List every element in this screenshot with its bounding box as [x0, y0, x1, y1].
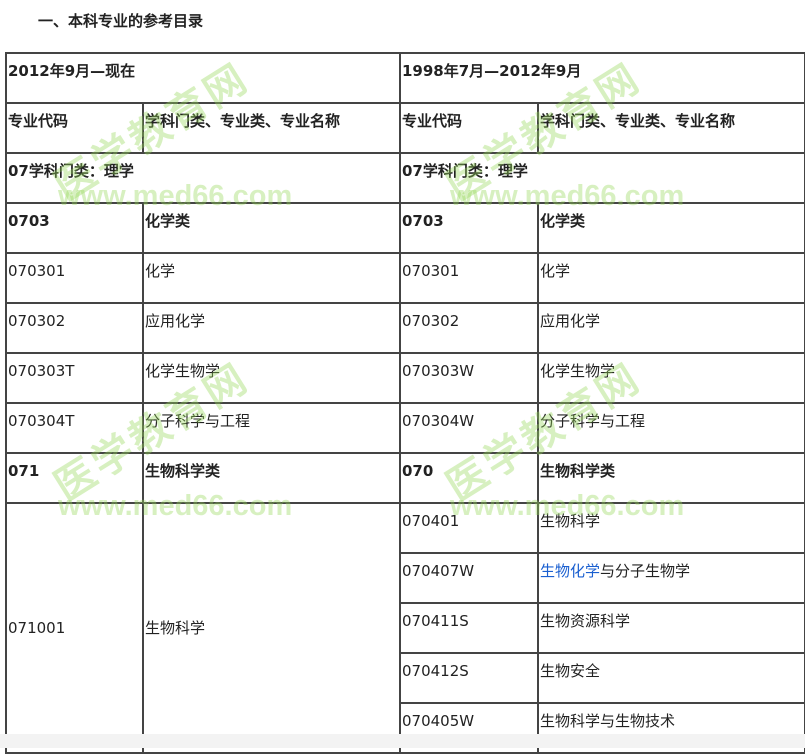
bio-code-right: 070411S	[399, 602, 539, 654]
name-cell: 生物科学类	[142, 452, 401, 504]
table-row: 070407W 生物化学与分子生物学	[6, 552, 805, 604]
bio-code-left: 071001	[5, 502, 144, 754]
section-title: 一、本科专业的参考目录	[38, 12, 204, 30]
name-cell: 生物科学类	[537, 452, 805, 504]
header-name-right: 学科门类、专业类、专业名称	[537, 102, 805, 154]
bio-code-right: 070407W	[399, 552, 539, 604]
table-row: 070304T 分子科学与工程 070304W 分子科学与工程	[5, 402, 805, 454]
code-cell: 070304W	[399, 402, 539, 454]
code-cell: 070302	[5, 302, 144, 354]
name-cell: 应用化学	[537, 302, 805, 354]
code-cell: 0703	[399, 202, 539, 254]
discipline-right: 07学科门类：理学	[399, 152, 805, 204]
page-bottom	[0, 734, 805, 748]
table-row: 070302 应用化学 070302 应用化学	[5, 302, 805, 354]
period-right: 1998年7月—2012年9月	[399, 52, 805, 104]
name-cell: 化学	[537, 252, 805, 304]
table-row: 070411S 生物资源科学	[6, 602, 805, 654]
discipline-left: 07学科门类：理学	[5, 152, 401, 204]
name-cell: 化学生物学	[537, 352, 805, 404]
name-cell: 化学生物学	[142, 352, 401, 404]
name-cell: 化学类	[142, 202, 401, 254]
code-cell: 070301	[399, 252, 539, 304]
header-name-left: 学科门类、专业类、专业名称	[142, 102, 401, 154]
major-catalog-table: 2012年9月—现在 1998年7月—2012年9月 专业代码 学科门类、专业类…	[5, 52, 805, 754]
header-code-left: 专业代码	[5, 102, 144, 154]
table-row: 070303T 化学生物学 070303W 化学生物学	[5, 352, 805, 404]
period-row: 2012年9月—现在 1998年7月—2012年9月	[5, 52, 805, 104]
code-cell: 070303T	[5, 352, 144, 404]
header-row: 专业代码 学科门类、专业类、专业名称 专业代码 学科门类、专业类、专业名称	[5, 102, 805, 154]
biochemistry-link[interactable]: 生物化学	[540, 562, 601, 580]
table-row: 070301 化学 070301 化学	[5, 252, 805, 304]
bio-code-right: 070401	[399, 502, 539, 554]
bio-name-right: 生物安全	[537, 652, 805, 704]
period-left: 2012年9月—现在	[5, 52, 401, 104]
code-cell: 070303W	[399, 352, 539, 404]
name-cell: 化学	[142, 252, 401, 304]
code-cell: 070304T	[5, 402, 144, 454]
bio-code-right: 070412S	[399, 652, 539, 704]
table-row: 070412S 生物安全	[6, 652, 805, 704]
name-cell: 分子科学与工程	[142, 402, 401, 454]
name-cell: 应用化学	[142, 302, 401, 354]
code-cell: 0703	[5, 202, 144, 254]
bio-name-right: 生物化学与分子生物学	[537, 552, 805, 604]
code-cell: 070302	[399, 302, 539, 354]
bio-name-rest: 与分子生物学	[600, 562, 691, 580]
header-code-right: 专业代码	[399, 102, 539, 154]
name-cell: 分子科学与工程	[537, 402, 805, 454]
code-cell: 070	[399, 452, 539, 504]
bio-name-right: 生物科学	[537, 502, 805, 554]
table-row: 071001 生物科学 070401 生物科学	[5, 502, 805, 754]
code-cell: 070301	[5, 252, 144, 304]
table-row: 071 生物科学类 070 生物科学类	[5, 452, 805, 504]
bio-name-right: 生物资源科学	[537, 602, 805, 654]
table-row: 0703 化学类 0703 化学类	[5, 202, 805, 254]
code-cell: 071	[5, 452, 144, 504]
bio-name-left: 生物科学	[142, 502, 401, 754]
name-cell: 化学类	[537, 202, 805, 254]
discipline-row: 07学科门类：理学 07学科门类：理学	[5, 152, 805, 204]
